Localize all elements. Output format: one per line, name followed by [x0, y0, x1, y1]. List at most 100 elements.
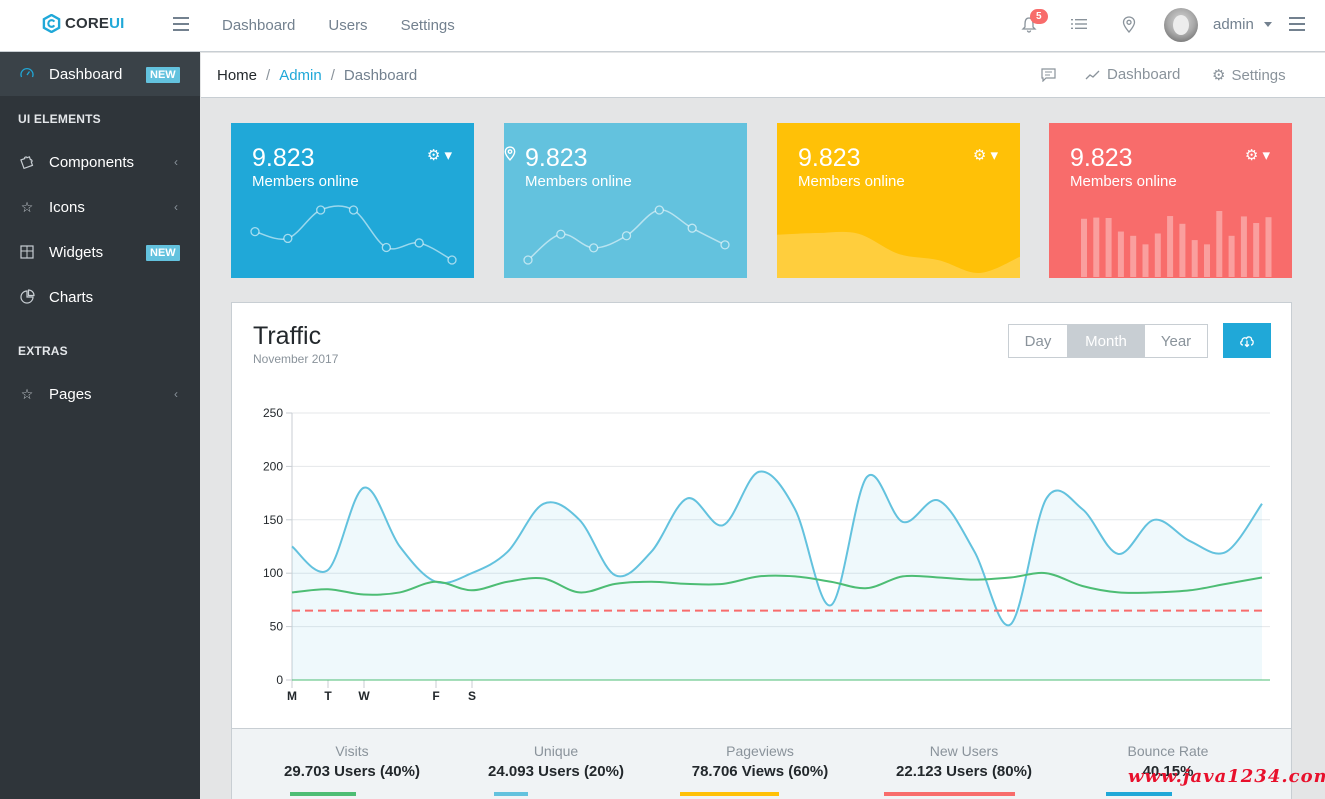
card-data-point [348, 205, 359, 215]
speedometer-icon [20, 67, 34, 78]
location-pin-icon[interactable] [1122, 16, 1136, 33]
sidebar-item-charts[interactable]: Charts [0, 275, 200, 319]
sidebar-item-dashboard[interactable]: Dashboard NEW [0, 52, 200, 96]
card-label: Members online [525, 173, 632, 190]
user-avatar[interactable] [1164, 8, 1198, 42]
breadcrumb-bar: Home / Admin / Dashboard Dashboard ⚙ Set… [201, 53, 1325, 98]
y-tick-label: 150 [263, 513, 283, 527]
topnav-settings[interactable]: Settings [400, 17, 455, 34]
stat-value: 24.093 Users (20%) [488, 763, 624, 780]
topnav-users[interactable]: Users [328, 17, 368, 34]
card-bar [1130, 235, 1137, 277]
chevron-left-icon: ‹ [174, 387, 178, 401]
list-icon[interactable] [1071, 18, 1087, 30]
breadcrumb-separator: / [330, 67, 335, 84]
sidebar-item-icons[interactable]: ☆ Icons ‹ [0, 185, 200, 229]
user-name[interactable]: admin [1213, 16, 1254, 33]
cloud-download-icon [1240, 335, 1254, 347]
stat-card-4: 9.823 Members online ⚙ ▾ [1049, 123, 1292, 278]
card-value: 9.823 [798, 144, 861, 172]
sidebar-item-widgets[interactable]: Widgets NEW [0, 230, 200, 274]
card-label: Members online [252, 173, 359, 190]
gear-dropdown-icon[interactable]: ⚙ ▾ [426, 147, 452, 164]
stat-progress-bar [290, 792, 356, 796]
card-data-point [316, 205, 326, 215]
y-tick-label: 200 [263, 459, 283, 473]
card-data-point [381, 242, 391, 253]
sidebar-item-label: Pages [49, 385, 92, 403]
card-bar [1253, 223, 1260, 277]
card-label: Members online [1070, 173, 1177, 190]
sidebar-section-extras: EXTRAS [18, 344, 68, 358]
sidebar-item-label: Dashboard [49, 65, 123, 83]
location-pin-icon[interactable] [504, 146, 516, 161]
gear-icon: ⚙ [1212, 67, 1226, 84]
series-line-1 [291, 571, 1263, 596]
card-bar [1240, 216, 1247, 277]
speech-bubble-icon[interactable] [1041, 68, 1056, 82]
card-line-chart [523, 205, 730, 265]
sidebar-item-label: Icons [49, 198, 85, 216]
card-value: 9.823 [252, 144, 315, 172]
x-tick-label: F [432, 689, 439, 703]
breadcrumb-separator: / [266, 67, 271, 84]
sidebar-item-components[interactable]: Components ‹ [0, 140, 200, 184]
aside-toggle-icon[interactable] [1289, 17, 1305, 33]
puzzle-icon [20, 156, 34, 170]
stat-value: 22.123 Users (80%) [896, 763, 1032, 780]
period-day-button[interactable]: Day [1024, 332, 1052, 350]
card-value: 9.823 [1070, 144, 1133, 172]
card-data-point [589, 243, 599, 253]
stat-progress-bar [1106, 792, 1172, 796]
x-tick-label: W [358, 689, 370, 703]
breadcrumb-menu-settings[interactable]: ⚙ Settings [1212, 66, 1286, 85]
sidebar-item-label: Charts [49, 288, 94, 306]
sidebar-item-pages[interactable]: ☆ Pages ‹ [0, 372, 200, 416]
stat-label: Bounce Rate [1127, 743, 1209, 759]
x-tick-label: T [324, 689, 332, 703]
stat-progress-bar [680, 792, 779, 796]
breadcrumb-menu-dashboard[interactable]: Dashboard [1085, 66, 1180, 83]
card-bar [1117, 231, 1124, 277]
card-bar [1228, 235, 1235, 277]
period-toggle: Day Month Year [1008, 324, 1208, 358]
breadcrumb-admin[interactable]: Admin [279, 67, 322, 84]
stat-unique: Unique 24.093 Users (20%) [454, 743, 658, 796]
sidebar-item-label: Components [49, 153, 135, 171]
topnav-dashboard[interactable]: Dashboard [222, 17, 296, 34]
app-header: COREUI Dashboard Users Settings 5 admin [0, 0, 1325, 52]
traffic-subtitle: November 2017 [253, 352, 339, 366]
coreui-logo-icon [42, 14, 61, 33]
brand-logo[interactable]: COREUI [42, 14, 125, 33]
card-data-point [556, 229, 566, 239]
breadcrumb: Home / Admin / Dashboard [217, 67, 417, 84]
card-data-point [654, 205, 664, 215]
y-tick-label: 250 [263, 406, 283, 420]
user-caret-icon[interactable] [1264, 22, 1272, 27]
star-icon: ☆ [20, 385, 34, 402]
stat-card-1: 9.823 Members online ⚙ ▾ [231, 123, 474, 278]
stat-value: 29.703 Users (40%) [284, 763, 420, 780]
period-year-button[interactable]: Year [1160, 332, 1192, 350]
period-month-button[interactable]: Month [1067, 325, 1145, 357]
card-data-point [283, 233, 293, 244]
traffic-line-chart: 0 50 100 150 200 250 M T W F S [263, 406, 1270, 703]
breadcrumb-menu-label: Settings [1231, 66, 1286, 84]
card-bar [1154, 233, 1161, 277]
stat-value: 78.706 Views (60%) [691, 763, 829, 780]
card-bar [1204, 244, 1210, 277]
pie-chart-icon [20, 289, 35, 304]
stat-bounce-rate: Bounce Rate 40.15% [1066, 743, 1270, 796]
breadcrumb-menu-label: Dashboard [1107, 66, 1181, 83]
gear-dropdown-icon[interactable]: ⚙ ▾ [972, 147, 998, 164]
sidebar-toggle-icon[interactable] [173, 17, 189, 33]
notification-badge: 5 [1030, 9, 1048, 24]
stat-progress-bar [494, 792, 528, 796]
download-button[interactable] [1223, 323, 1271, 358]
breadcrumb-home[interactable]: Home [217, 67, 258, 84]
stat-label: Unique [533, 743, 579, 759]
stat-label: Visits [335, 743, 369, 759]
card-bar [1167, 216, 1174, 277]
card-bar [1093, 217, 1100, 277]
gear-dropdown-icon[interactable]: ⚙ ▾ [1244, 147, 1270, 164]
